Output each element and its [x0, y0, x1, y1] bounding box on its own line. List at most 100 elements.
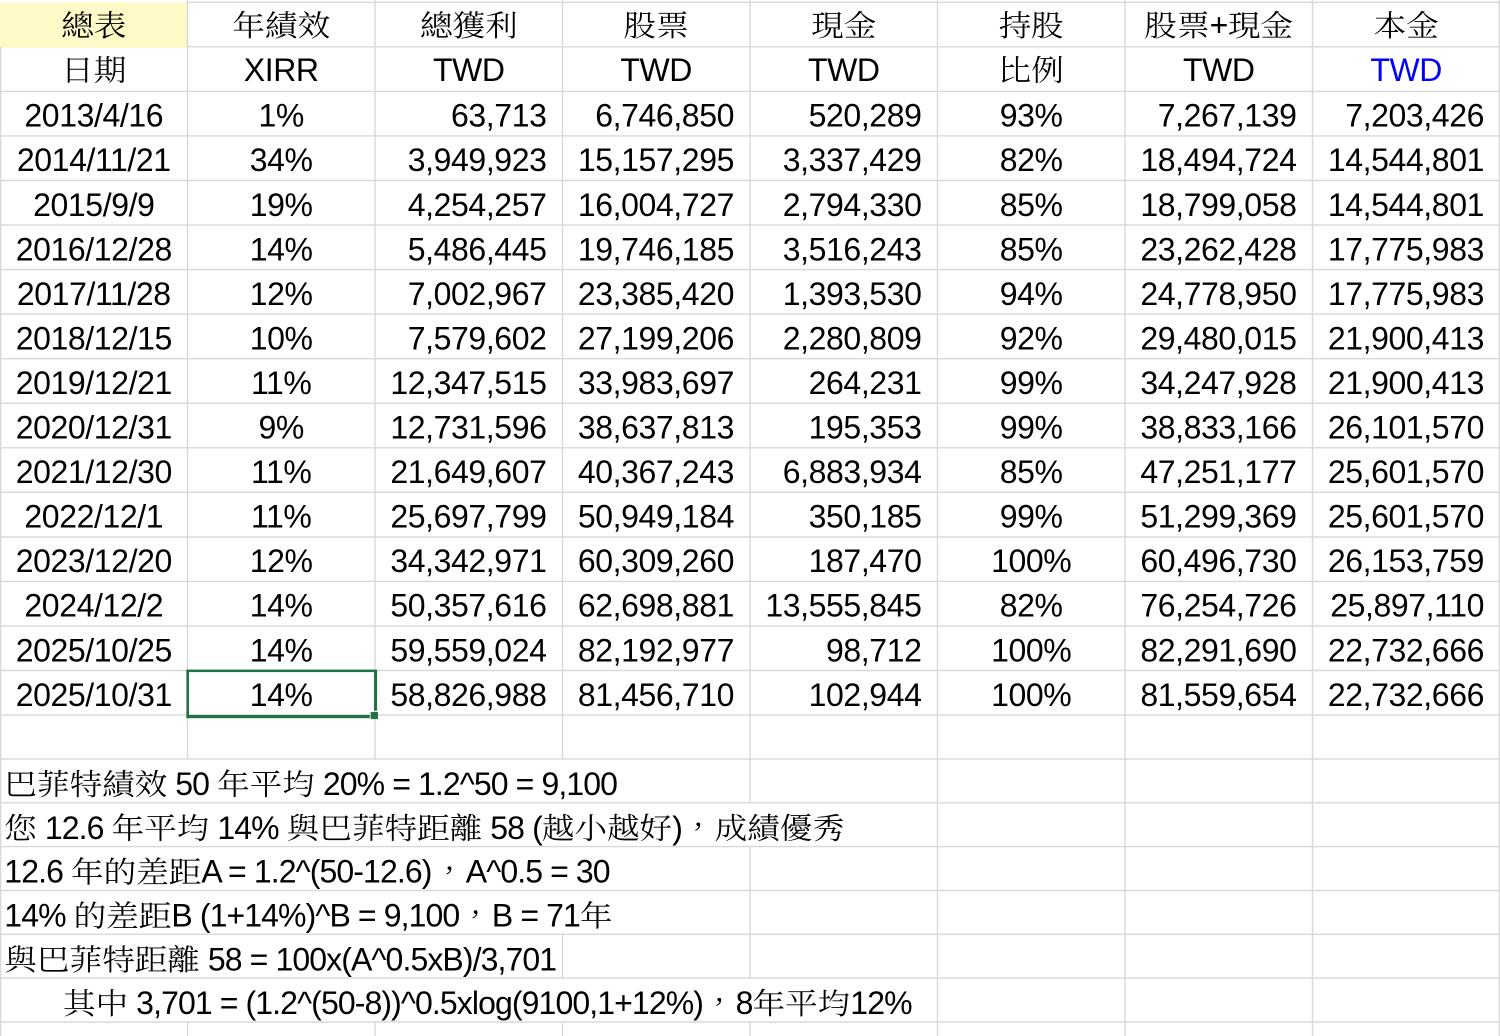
svg-text:92%: 92% [1000, 320, 1063, 356]
svg-text:94%: 94% [1000, 276, 1063, 312]
svg-text:14%: 14% [250, 231, 313, 267]
svg-text:19%: 19% [250, 187, 313, 223]
svg-text:350,185: 350,185 [809, 499, 922, 535]
svg-text:50,949,184: 50,949,184 [578, 499, 734, 535]
svg-text:2017/11/28: 2017/11/28 [17, 276, 171, 312]
svg-text:9%: 9% [258, 410, 303, 446]
svg-text:2,280,809: 2,280,809 [783, 320, 922, 356]
svg-text:7,579,602: 7,579,602 [408, 320, 547, 356]
svg-text:81,559,654: 81,559,654 [1140, 677, 1296, 713]
svg-text:85%: 85% [1000, 231, 1063, 267]
svg-text:19,746,185: 19,746,185 [578, 231, 734, 267]
svg-text:25,601,570: 25,601,570 [1328, 499, 1484, 535]
svg-text:58 = 100x(A^0.5xB)/3,701: 58 = 100x(A^0.5xB)/3,701 [200, 941, 556, 977]
svg-text:14%: 14% [4, 898, 73, 934]
svg-text:3,949,923: 3,949,923 [408, 142, 547, 178]
svg-text:12.6: 12.6 [4, 854, 71, 890]
svg-text:82,192,977: 82,192,977 [578, 632, 734, 668]
svg-text:2015/9/9: 2015/9/9 [33, 187, 154, 223]
svg-text:12%: 12% [250, 543, 313, 579]
svg-text:15,157,295: 15,157,295 [578, 142, 734, 178]
svg-text:63,713: 63,713 [451, 98, 546, 134]
svg-text:58 (: 58 ( [482, 810, 543, 846]
svg-text:40,367,243: 40,367,243 [578, 454, 734, 490]
svg-text:7,002,967: 7,002,967 [408, 276, 547, 312]
svg-text:59,559,024: 59,559,024 [390, 632, 546, 668]
svg-text:TWD: TWD [1183, 52, 1255, 88]
svg-text:50: 50 [167, 766, 217, 802]
svg-text:102,944: 102,944 [809, 677, 922, 713]
svg-text:16,004,727: 16,004,727 [578, 187, 734, 223]
svg-text:98,712: 98,712 [826, 632, 921, 668]
svg-text:29,480,015: 29,480,015 [1140, 320, 1296, 356]
svg-text:18,799,058: 18,799,058 [1140, 187, 1296, 223]
svg-text:58,826,988: 58,826,988 [390, 677, 546, 713]
svg-text:24,778,950: 24,778,950 [1140, 276, 1296, 312]
svg-text:38,637,813: 38,637,813 [578, 410, 734, 446]
svg-text:7,267,139: 7,267,139 [1158, 98, 1297, 134]
svg-text:25,697,799: 25,697,799 [390, 499, 546, 535]
svg-text:2,794,330: 2,794,330 [783, 187, 922, 223]
svg-text:4,254,257: 4,254,257 [408, 187, 547, 223]
svg-text:1,393,530: 1,393,530 [783, 276, 922, 312]
svg-text:12,347,515: 12,347,515 [390, 365, 546, 401]
svg-text:14%: 14% [250, 588, 313, 624]
svg-text:6,746,850: 6,746,850 [595, 98, 734, 134]
svg-text:+: + [1210, 7, 1228, 43]
svg-text:17,775,983: 17,775,983 [1328, 276, 1484, 312]
svg-text:B (1+14%)^B = 9,100: B (1+14%)^B = 9,100 [171, 898, 459, 934]
svg-text:82,291,690: 82,291,690 [1140, 632, 1296, 668]
svg-text:14%: 14% [250, 677, 313, 713]
svg-text:TWD: TWD [1370, 52, 1442, 88]
svg-text:50,357,616: 50,357,616 [390, 588, 546, 624]
svg-text:82%: 82% [1000, 588, 1063, 624]
svg-text:2025/10/25: 2025/10/25 [16, 632, 172, 668]
svg-text:3,337,429: 3,337,429 [783, 142, 922, 178]
svg-text:100%: 100% [991, 543, 1071, 579]
svg-text:14,544,801: 14,544,801 [1328, 142, 1484, 178]
svg-text:XIRR: XIRR [244, 52, 319, 88]
svg-text:99%: 99% [1000, 499, 1063, 535]
svg-text:2019/12/21: 2019/12/21 [16, 365, 172, 401]
svg-text:93%: 93% [1000, 98, 1063, 134]
svg-text:10%: 10% [250, 320, 313, 356]
svg-text:34,342,971: 34,342,971 [390, 543, 546, 579]
svg-text:2021/12/30: 2021/12/30 [16, 454, 172, 490]
svg-text:14%: 14% [209, 810, 286, 846]
svg-text:23,385,420: 23,385,420 [578, 276, 734, 312]
svg-text:3,516,243: 3,516,243 [783, 231, 922, 267]
svg-text:99%: 99% [1000, 410, 1063, 446]
svg-text:3,701 = (1.2^(50-8))^0.5xlog(9: 3,701 = (1.2^(50-8))^0.5xlog(9100,1+12%) [128, 985, 703, 1021]
svg-text:14,544,801: 14,544,801 [1328, 187, 1484, 223]
svg-text:A^0.5 = 30: A^0.5 = 30 [466, 854, 610, 890]
svg-text:60,496,730: 60,496,730 [1140, 543, 1296, 579]
svg-text:21,900,413: 21,900,413 [1328, 365, 1484, 401]
svg-text:14%: 14% [250, 632, 313, 668]
svg-text:1%: 1% [258, 98, 303, 134]
svg-text:22,732,666: 22,732,666 [1328, 632, 1484, 668]
svg-text:47,251,177: 47,251,177 [1140, 454, 1296, 490]
svg-text:85%: 85% [1000, 187, 1063, 223]
svg-text:18,494,724: 18,494,724 [1140, 142, 1296, 178]
svg-text:TWD: TWD [433, 52, 505, 88]
svg-text:34,247,928: 34,247,928 [1140, 365, 1296, 401]
svg-text:38,833,166: 38,833,166 [1140, 410, 1296, 446]
svg-text:13,555,845: 13,555,845 [765, 588, 921, 624]
svg-text:11%: 11% [251, 454, 311, 490]
svg-text:82%: 82% [1000, 142, 1063, 178]
svg-text:195,353: 195,353 [809, 410, 922, 446]
svg-text:33,983,697: 33,983,697 [578, 365, 734, 401]
svg-text:5,486,445: 5,486,445 [408, 231, 547, 267]
svg-text:26,153,759: 26,153,759 [1328, 543, 1484, 579]
svg-text:A = 1.2^(50-12.6): A = 1.2^(50-12.6) [201, 854, 431, 890]
svg-text:187,470: 187,470 [809, 543, 922, 579]
svg-text:100%: 100% [991, 632, 1071, 668]
svg-text:2018/12/15: 2018/12/15 [16, 320, 172, 356]
svg-text:27,199,206: 27,199,206 [578, 320, 734, 356]
svg-text:60,309,260: 60,309,260 [578, 543, 734, 579]
svg-text:TWD: TWD [808, 52, 880, 88]
svg-text:100%: 100% [991, 677, 1071, 713]
svg-text:520,289: 520,289 [809, 98, 922, 134]
svg-text:2025/10/31: 2025/10/31 [16, 677, 172, 713]
svg-text:25,897,110: 25,897,110 [1330, 588, 1484, 624]
